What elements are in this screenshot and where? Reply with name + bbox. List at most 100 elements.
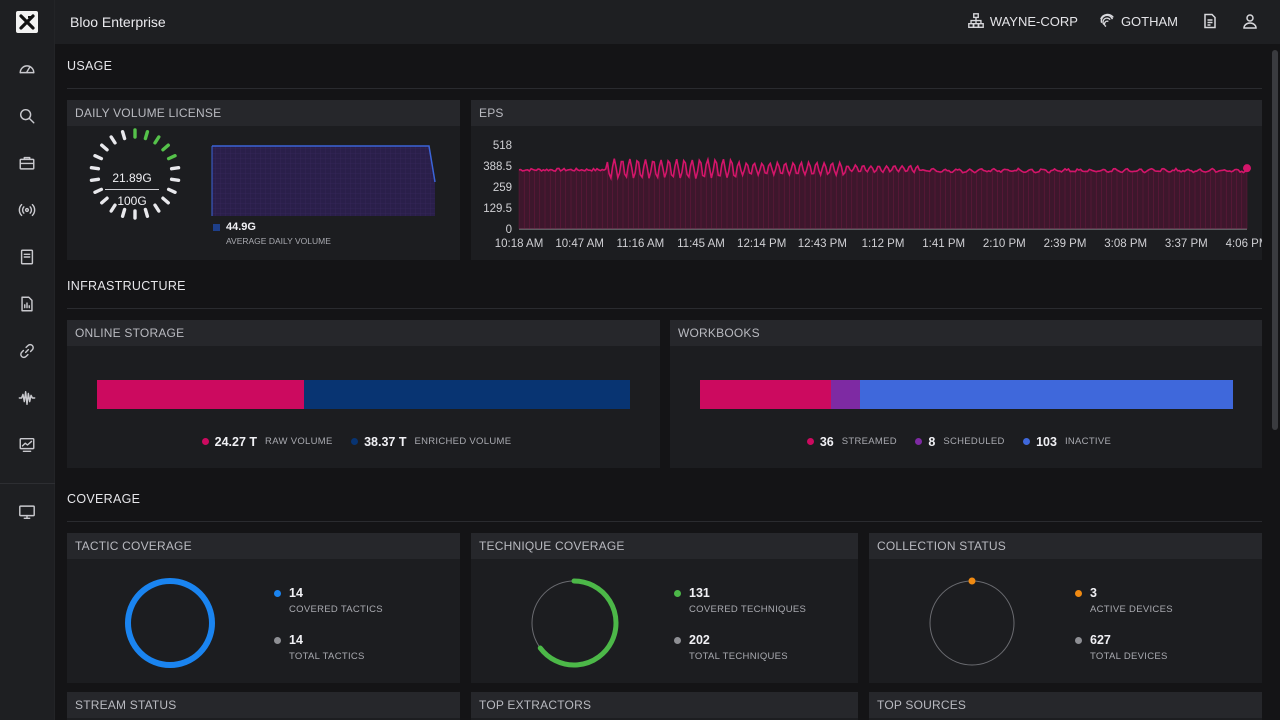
ring-progress [537,578,619,668]
legend-raw: 24.27 T RAW VOLUME [201,434,333,449]
tenant-selector[interactable]: GOTHAM [1098,12,1178,30]
eps-x-tick: 11:16 AM [616,238,664,250]
eps-x-tick: 2:39 PM [1044,238,1087,250]
legend-dot [351,438,359,445]
tenant-name: GOTHAM [1120,13,1178,29]
sidebar-divider [0,483,55,484]
storage-bar-raw [97,380,304,409]
section-coverage-title: COVERAGE [67,492,141,506]
gauge-tick [169,166,181,171]
eps-y-tick: 388.5 [483,161,512,173]
online-storage-panel: ONLINE STORAGE 24.27 T RAW VOLUME 38.37 T… [67,320,660,468]
eps-x-tick: 12:14 PM [737,238,786,250]
legend-dot [274,590,281,597]
section-divider [67,308,1262,309]
eps-panel: EPS 518 388.5 259 129.5 0 10:18 AM 10:47 AM 11:… [471,100,1262,260]
logo-icon[interactable] [16,11,38,33]
workbooks-bar-streamed [700,380,831,409]
eps-x-tick: 10:47 AM [555,238,604,250]
section-usage-title: USAGE [67,59,113,73]
eps-y-tick: 518 [493,140,512,152]
org-name: WAYNE-CORP [989,13,1078,29]
eps-series-line [518,156,1248,181]
total-devices-value: 627 [1090,633,1111,647]
raw-volume-value: 24.27 T [214,434,258,449]
total-techniques-value: 202 [689,633,710,647]
gauge-tick [93,154,104,161]
eps-x-tick: 11:45 AM [677,238,725,250]
panel-title: TOP EXTRACTORS [471,692,858,718]
average-swatch [213,223,220,231]
eps-x-tick: 3:37 PM [1165,238,1208,250]
gauge-tick [109,135,117,145]
workbooks-panel: WORKBOOKS 36 STREAMED 8 SCHEDULED 103 INACT… [670,320,1262,468]
eps-y-tick: 259 [493,182,512,194]
desktop-icon[interactable] [17,502,37,522]
user-icon[interactable] [1242,13,1258,29]
total-techniques-label: TOTAL TECHNIQUES [689,651,788,662]
scheduled-label: SCHEDULED [943,436,1005,447]
gauge-tick [153,135,161,145]
legend-inactive: 103 INACTIVE [1023,435,1111,449]
average-volume-legend: 44.9G [213,221,256,233]
search-icon[interactable] [17,106,37,126]
document-icon[interactable] [1202,13,1218,29]
dashboard-icon[interactable] [17,59,37,79]
gauge-tick [120,207,127,218]
legend-dot [674,590,681,597]
gauge-tick [100,143,109,152]
stream-status-panel: STREAM STATUS [67,692,460,720]
storage-bar-enriched [303,380,630,409]
workbooks-bar-scheduled [830,380,860,409]
gauge-tick [161,143,170,152]
raw-volume-label: RAW VOLUME [265,436,333,447]
technique-coverage-panel: TECHNIQUE COVERAGE 131 COVERED TECHNIQUE… [471,533,858,683]
legend-dot [806,438,814,445]
legend-scheduled: 8 SCHEDULED [915,435,1004,449]
panel-title: TOP SOURCES [869,692,1262,718]
covered-techniques-value: 131 [689,586,710,600]
org-selector[interactable]: WAYNE-CORP [967,12,1078,30]
eps-latest-point [1243,164,1251,173]
ring-progress [125,578,215,668]
legend-dot [1023,438,1031,445]
gauge-tick [93,187,104,194]
active-devices-value: 3 [1090,586,1097,600]
enriched-volume-value: 38.37 T [364,434,407,449]
link-icon[interactable] [17,341,37,361]
gauge-tick [166,154,177,161]
panel-title: ONLINE STORAGE [67,320,660,346]
eps-x-tick: 10:18 AM [495,238,544,250]
legend-dot [201,438,209,445]
covered-tactics-value: 14 [289,586,303,600]
enriched-volume-label: ENRICHED VOLUME [414,436,512,447]
average-volume-label: AVERAGE DAILY VOLUME [226,236,331,246]
gauge-tick [89,177,101,182]
eps-y-tick: 129.5 [483,203,512,215]
legend-streamed: 36 STREAMED [806,434,897,449]
report-icon[interactable] [17,294,37,314]
tactic-coverage-panel: TACTIC COVERAGE 14 COVERED TACTICS 14 TO… [67,533,460,683]
page-scrollbar[interactable] [1272,50,1278,430]
gauge-tick [120,130,127,141]
waveform-icon[interactable] [17,388,37,408]
briefcase-icon[interactable] [17,153,37,173]
storage-legend: 24.27 T RAW VOLUME 38.37 T ENRICHED VOLUME [67,432,660,450]
inactive-label: INACTIVE [1064,436,1112,447]
gauge-limit-value: 100G [117,194,147,208]
notebook-icon[interactable] [17,247,37,267]
total-tactics-label: TOTAL TACTICS [289,651,365,662]
collection-status-ring [929,577,1015,666]
streamed-value: 36 [819,434,834,449]
monitor-chart-icon[interactable] [17,435,37,455]
daily-volume-chart [211,145,436,216]
broadcast-icon[interactable] [17,200,37,220]
panel-title: TECHNIQUE COVERAGE [471,533,858,559]
top-sources-panel: TOP SOURCES [869,692,1262,720]
total-techniques-stat: 202 TOTAL TECHNIQUES [674,633,788,662]
org-network-icon [967,13,984,28]
volume-gauge [89,128,181,220]
legend-enriched: 38.37 T ENRICHED VOLUME [351,435,511,449]
gauge-tick [89,166,101,171]
fingerprint-icon [1100,13,1114,28]
